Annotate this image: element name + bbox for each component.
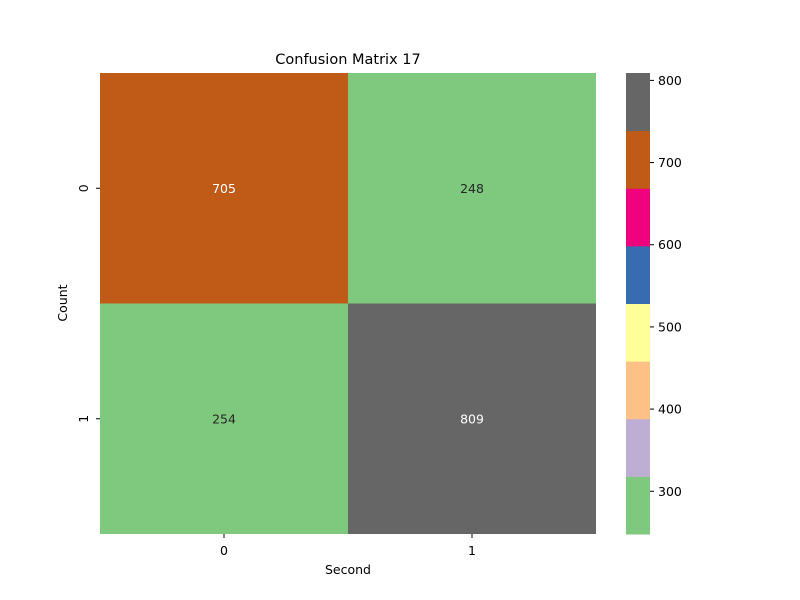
colorbar-segment xyxy=(626,476,650,535)
heatmap-cell xyxy=(348,73,596,304)
y-tick-label: 1 xyxy=(76,415,91,423)
y-axis-label: Count xyxy=(55,284,70,321)
colorbar-segment xyxy=(626,303,650,362)
colorbar-tick-label: 400 xyxy=(658,402,682,417)
y-axis-ticks: 01 xyxy=(76,184,100,423)
colorbar-tick-label: 500 xyxy=(658,319,682,334)
colorbar-tick-label: 600 xyxy=(658,237,682,252)
cell-value-label: 809 xyxy=(460,411,484,426)
heatmap-cell xyxy=(348,303,596,534)
x-tick-label: 1 xyxy=(468,543,476,558)
colorbar-segment xyxy=(626,130,650,189)
colorbar-segment xyxy=(626,188,650,247)
heatmap-cell xyxy=(100,303,348,534)
colorbar-tick-label: 800 xyxy=(658,73,682,88)
cell-value-label: 254 xyxy=(212,411,236,426)
heatmap-cells: 705 248 254 809 xyxy=(100,73,596,534)
cell-value-label: 705 xyxy=(212,181,236,196)
colorbar xyxy=(626,73,650,535)
colorbar-tick-label: 700 xyxy=(658,155,682,170)
chart-title: Confusion Matrix 17 xyxy=(275,52,420,68)
cell-value-label: 248 xyxy=(460,181,484,196)
x-axis-label: Second xyxy=(325,562,371,577)
colorbar-segment xyxy=(626,418,650,477)
colorbar-tick-label: 300 xyxy=(658,484,682,499)
colorbar-segment xyxy=(626,73,650,132)
heatmap-cell xyxy=(100,73,348,304)
colorbar-segment xyxy=(626,361,650,420)
colorbar-segment xyxy=(626,245,650,304)
x-tick-label: 0 xyxy=(220,543,228,558)
y-tick-label: 0 xyxy=(76,184,91,192)
colorbar-ticks: 300 400 500 600 700 800 xyxy=(650,73,682,499)
